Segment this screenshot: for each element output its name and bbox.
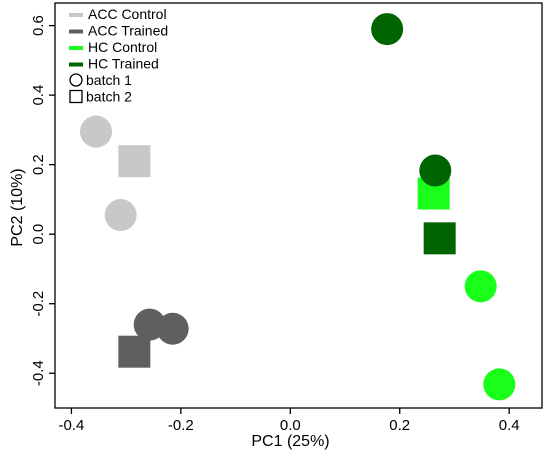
y-tick-label: 0.4	[30, 85, 47, 106]
plot-frame	[54, 2, 543, 409]
data-point-circle	[464, 270, 497, 303]
legend-entry-label: ACC Trained	[88, 23, 168, 39]
data-point-circle	[156, 312, 189, 345]
data-point-circle	[80, 115, 113, 148]
data-point-square	[423, 222, 456, 255]
x-tick-label: 0.0	[280, 417, 301, 434]
y-axis-title: PC2 (10%)	[9, 168, 26, 246]
y-tick-label: 0.6	[30, 15, 47, 36]
plot-area	[80, 13, 516, 401]
y-tick-label: -0.4	[30, 360, 47, 386]
x-tick-label: 0.2	[389, 417, 410, 434]
data-point-circle	[371, 13, 404, 46]
y-tick-label: 0.0	[30, 224, 47, 245]
legend-entry-label: batch 1	[86, 72, 132, 88]
legend-entry-label: ACC Control	[88, 6, 167, 22]
legend-circle-symbol	[69, 73, 83, 87]
data-point-circle	[483, 368, 516, 401]
x-tick-label: 0.4	[499, 417, 520, 434]
data-point-circle	[419, 154, 452, 187]
x-axis-title: PC1 (25%)	[251, 433, 329, 450]
x-tick-label: -0.4	[58, 417, 84, 434]
legend-entry-label: HC Trained	[88, 56, 159, 72]
x-tick-label: -0.2	[168, 417, 194, 434]
legend-entry-label: batch 2	[86, 89, 132, 105]
data-point-square	[118, 335, 151, 368]
y-tick-label: 0.2	[30, 154, 47, 175]
legend-entry-label: HC Control	[88, 39, 157, 55]
axes: -0.4 -0.2 0.0 0.2 0.4 -0.4 -0.2 0.0 0.2 0.4 0.6 PC1…	[9, 2, 543, 450]
data-point-circle	[104, 199, 137, 232]
legend-square-symbol	[69, 89, 83, 104]
data-point-square	[118, 145, 151, 178]
y-tick-label: -0.2	[30, 291, 47, 317]
